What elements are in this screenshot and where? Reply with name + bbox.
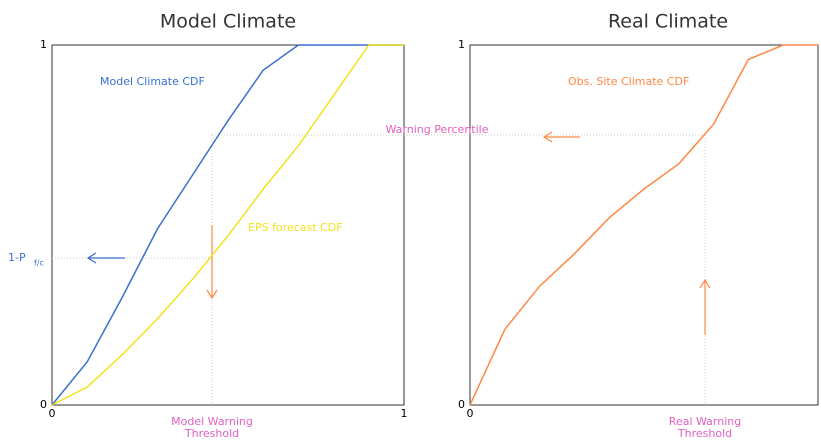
axes-frame xyxy=(51,44,405,406)
x-tick-label: 0 xyxy=(467,407,474,420)
axes-frame xyxy=(469,44,819,406)
annotation: 1-P xyxy=(8,251,26,264)
guides xyxy=(52,134,706,405)
arrows xyxy=(86,131,711,335)
y-tick-label: 1 xyxy=(40,38,47,51)
y-tick-label: 0 xyxy=(458,398,465,411)
annotation: Model Warning xyxy=(171,415,253,428)
series-label: Model Climate CDF xyxy=(100,75,205,88)
x-tick-label: 0 xyxy=(49,407,56,420)
annotation: Threshold xyxy=(677,427,732,440)
series-line xyxy=(51,44,404,406)
annotation: Threshold xyxy=(184,427,239,440)
annotation: Real Warning xyxy=(669,415,741,428)
annotation: f/c xyxy=(34,259,44,268)
chart-title: Real Climate xyxy=(608,11,728,33)
series-line xyxy=(51,44,404,406)
annotation: Warning Percentile xyxy=(386,123,489,136)
chart-title: Model Climate xyxy=(160,11,296,33)
x-tick-label: 1 xyxy=(401,407,408,420)
series-label: EPS forecast CDF xyxy=(248,221,343,234)
y-tick-label: 1 xyxy=(458,38,465,51)
series-label: Obs. Site Climate CDF xyxy=(568,75,689,88)
y-tick-label: 0 xyxy=(40,398,47,411)
series-line xyxy=(469,44,818,406)
